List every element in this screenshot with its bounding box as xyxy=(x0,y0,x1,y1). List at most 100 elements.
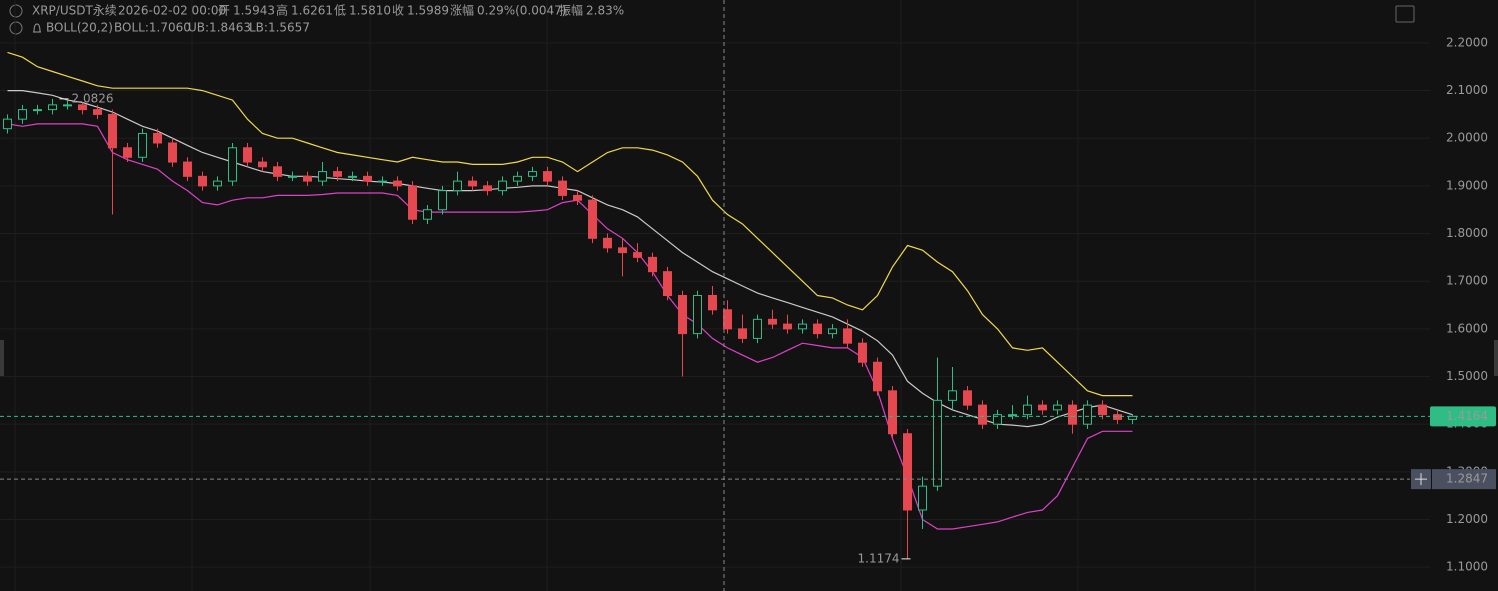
candle-body xyxy=(663,271,672,296)
candle-body xyxy=(978,404,987,425)
candle-body xyxy=(108,113,117,149)
candle-body xyxy=(648,256,657,273)
candle-body xyxy=(948,390,957,401)
field-label: 高 xyxy=(276,3,288,18)
candle-body xyxy=(843,328,852,344)
candle-body xyxy=(153,132,162,144)
legend-upper: UB:1.8463 xyxy=(188,21,251,35)
candle-body xyxy=(318,171,327,182)
candle-body xyxy=(438,190,447,211)
crosshair-price-box xyxy=(1432,469,1496,490)
field-value: 1.5943 xyxy=(233,4,275,18)
candle-body xyxy=(1038,404,1047,411)
candle-body xyxy=(1083,404,1092,425)
high-annotation: 2.0826 xyxy=(72,91,114,105)
candle-body xyxy=(1053,404,1062,411)
candle-body xyxy=(273,166,282,177)
y-tick-label: 2.0000 xyxy=(1446,131,1488,145)
candle-body xyxy=(993,414,1002,425)
y-tick-label: 2.2000 xyxy=(1446,35,1488,49)
field-label: 振幅 xyxy=(559,3,583,18)
right-tab[interactable] xyxy=(1494,340,1498,376)
candle-body xyxy=(618,247,627,254)
y-tick-label: 2.1000 xyxy=(1446,83,1488,97)
candle-body xyxy=(453,180,462,192)
candle-body xyxy=(93,109,102,115)
candle-body xyxy=(198,175,207,187)
collapse-icon[interactable] xyxy=(9,4,23,18)
candle-body xyxy=(1113,414,1122,420)
field-label: 收 xyxy=(392,4,404,18)
field-value: 0.29%(0.0047) xyxy=(477,4,566,18)
candle-body xyxy=(393,180,402,187)
low-annotation: 1.1174 xyxy=(858,551,900,565)
candle-body xyxy=(1008,414,1017,417)
field-value: 1.5810 xyxy=(349,4,391,18)
candle-body xyxy=(933,399,942,487)
field-value: 1.6261 xyxy=(291,4,333,18)
candle-body xyxy=(483,185,492,192)
time: 2026-02-02 00:00 xyxy=(118,4,226,18)
candle-body xyxy=(333,171,342,177)
plus-icon xyxy=(1415,473,1427,486)
candle-body xyxy=(138,132,147,158)
candle-body xyxy=(963,390,972,406)
candle-body xyxy=(468,180,477,187)
candle-body xyxy=(288,175,297,178)
candle-body xyxy=(1128,415,1137,420)
candle-body xyxy=(168,142,177,163)
candle-body xyxy=(873,361,882,392)
candle-body xyxy=(633,252,642,258)
candle-body xyxy=(48,104,57,111)
boll-line xyxy=(7,51,1133,397)
crosshair-price-label: 1.2847 xyxy=(1446,472,1488,486)
y-tick-label: 1.2000 xyxy=(1446,512,1488,526)
legend-lower: LB:1.5657 xyxy=(249,21,310,35)
candle-body xyxy=(708,295,717,311)
candle-body xyxy=(123,147,132,158)
candle-body xyxy=(3,118,12,130)
candle-body xyxy=(408,185,417,220)
candle-body xyxy=(918,485,927,511)
candle-body xyxy=(573,194,582,201)
candle-body xyxy=(558,180,567,196)
candle-body xyxy=(798,323,807,330)
field-label: 涨幅 xyxy=(450,3,474,18)
last-price-label: 1.4164 xyxy=(1446,409,1488,423)
field-value: 2.83% xyxy=(586,4,624,18)
left-tab[interactable] xyxy=(0,340,4,376)
field-label: 开 xyxy=(218,4,230,18)
candle-body xyxy=(1068,404,1077,425)
legend-indicator: BOLL(20,2) xyxy=(46,21,113,35)
candle-body xyxy=(783,323,792,330)
last-price-box xyxy=(1430,406,1496,427)
candle-body xyxy=(513,175,522,182)
candle-body xyxy=(1098,404,1107,416)
boll-line xyxy=(7,123,1133,530)
alert-icon[interactable] xyxy=(33,23,41,33)
candle-body xyxy=(228,147,237,182)
candle-body xyxy=(768,318,777,325)
candle-body xyxy=(693,295,702,335)
candle-body xyxy=(753,318,762,339)
candle-body xyxy=(303,175,312,182)
candle-body xyxy=(888,390,897,435)
candle-body xyxy=(243,147,252,163)
y-tick-label: 1.7000 xyxy=(1446,274,1488,288)
field-label: 低 xyxy=(334,4,346,18)
candle-body xyxy=(828,328,837,335)
candle-body xyxy=(528,171,537,177)
candle-body xyxy=(543,171,552,182)
fullscreen-icon[interactable] xyxy=(1395,5,1415,23)
field-value: 1.5989 xyxy=(407,4,449,18)
candle-body xyxy=(858,342,867,363)
candle-body xyxy=(678,295,687,335)
y-tick-label: 1.1000 xyxy=(1446,560,1488,574)
y-tick-label: 1.5000 xyxy=(1446,369,1488,383)
collapse-icon[interactable] xyxy=(9,21,23,35)
candle-body xyxy=(213,180,222,187)
candle-body xyxy=(498,180,507,192)
